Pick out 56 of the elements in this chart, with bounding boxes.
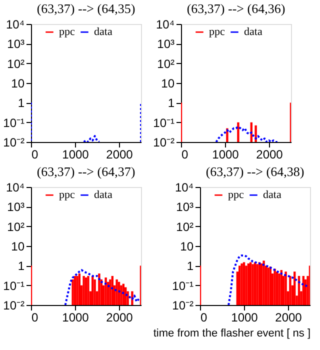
y-tick-label: 1 bbox=[18, 96, 25, 110]
y-tick-label: 1 bbox=[186, 259, 194, 274]
x-tick-label: 1000 bbox=[212, 148, 240, 162]
y-tick-label: 10⁻¹ bbox=[3, 278, 25, 293]
y-tick-label: 10 bbox=[11, 240, 25, 254]
y-tick-label: 1 bbox=[168, 96, 175, 110]
y-tick-label: 10³ bbox=[7, 37, 25, 52]
y-tick-label: 10⁻² bbox=[3, 298, 25, 312]
y-tick-label: 10⁻¹ bbox=[172, 278, 194, 293]
legend-label: ppc bbox=[209, 26, 225, 38]
x-tick-label: 0 bbox=[32, 310, 38, 324]
x-tick-label: 0 bbox=[182, 148, 188, 162]
x-tick-label: 2000 bbox=[256, 148, 284, 162]
chart-title: (63,37) --> (64,37) bbox=[36, 164, 136, 179]
y-tick-label: 10⁴ bbox=[174, 180, 194, 194]
x-tick-label: 2000 bbox=[106, 310, 134, 324]
legend-label: data bbox=[94, 189, 112, 202]
x-tick-label: 1000 bbox=[231, 310, 258, 324]
legend-label: ppc bbox=[228, 189, 244, 202]
x-tick-label: 0 bbox=[200, 310, 208, 324]
chart-title: (63,37) --> (64,38) bbox=[206, 164, 304, 179]
y-tick-label: 10³ bbox=[7, 200, 25, 214]
y-tick-label: 10⁴ bbox=[6, 18, 24, 32]
y-tick-label: 10² bbox=[7, 220, 25, 234]
line-series bbox=[215, 126, 279, 142]
y-tick-label: 10² bbox=[176, 220, 194, 234]
y-tick-label: 10 bbox=[180, 240, 194, 254]
x-tick-label: 1000 bbox=[62, 310, 90, 324]
x-axis-title: time from the flasher event [ ns ] bbox=[153, 328, 310, 340]
legend-label: ppc bbox=[59, 189, 75, 202]
y-tick-label: 10⁴ bbox=[156, 18, 174, 32]
legend-label: data bbox=[244, 26, 262, 38]
chart-title: (63,37) --> (64,35) bbox=[36, 1, 136, 16]
y-tick-label: 10³ bbox=[176, 200, 194, 214]
y-tick-label: 10⁴ bbox=[6, 180, 24, 194]
x-tick-label: 2000 bbox=[275, 310, 302, 324]
y-tick-label: 10² bbox=[157, 56, 175, 71]
y-tick-label: 10⁻² bbox=[3, 136, 25, 150]
y-tick-label: 10⁻¹ bbox=[3, 116, 25, 130]
y-tick-label: 10² bbox=[7, 56, 25, 71]
legend-label: data bbox=[263, 189, 282, 202]
y-tick-label: 10³ bbox=[157, 37, 175, 52]
line-series bbox=[228, 254, 309, 305]
x-tick-label: 0 bbox=[32, 148, 38, 162]
y-tick-label: 1 bbox=[18, 259, 25, 274]
y-tick-label: 10 bbox=[11, 76, 25, 90]
y-tick-label: 10⁻¹ bbox=[153, 116, 175, 130]
y-tick-label: 10 bbox=[161, 76, 175, 90]
y-tick-label: 10⁻² bbox=[153, 136, 175, 150]
y-tick-label: 10⁻² bbox=[172, 298, 194, 312]
line-series bbox=[64, 269, 140, 305]
legend-label: data bbox=[94, 26, 112, 38]
legend-label: ppc bbox=[59, 26, 75, 38]
x-tick-label: 2000 bbox=[106, 148, 134, 162]
chart-title: (63,37) --> (64,36) bbox=[186, 1, 286, 16]
x-tick-label: 1000 bbox=[62, 148, 90, 162]
